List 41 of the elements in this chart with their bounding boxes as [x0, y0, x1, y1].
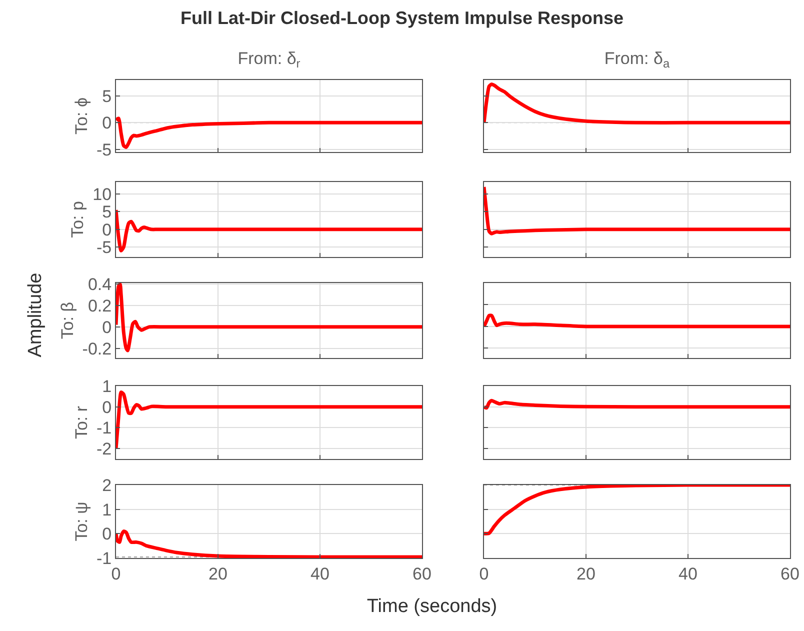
- y-tick-label: 0: [102, 220, 112, 240]
- y-tick-label: 1: [102, 500, 112, 520]
- y-tick-label: 0: [102, 398, 112, 417]
- y-tick-label: 1: [102, 376, 112, 396]
- y-axis-title: To: ψ: [72, 502, 92, 542]
- y-axis-title: To: p: [68, 201, 88, 238]
- x-tick-label: 40: [678, 564, 698, 584]
- line-series: [116, 283, 422, 352]
- line-series: [116, 529, 422, 558]
- y-axis-title: To: β: [58, 302, 77, 340]
- chart-title: From: δ$_{r}$: [238, 48, 300, 70]
- y-tick-label: 0: [102, 114, 112, 133]
- y-tick-label: -0.2: [82, 339, 112, 358]
- x-tick-label: 60: [412, 564, 432, 584]
- line-series: [116, 390, 422, 450]
- text: Full Lat-Dir Closed-Loop System Impulse Response: [179, 8, 625, 29]
- y-axis-title: To: r: [72, 406, 92, 440]
- x-tick-label: 20: [576, 564, 596, 584]
- y-tick-label: 0.2: [88, 296, 112, 316]
- x-tick-label: 20: [208, 564, 228, 584]
- text: Amplitude: [25, 272, 47, 358]
- y-tick-label: 0: [102, 524, 112, 544]
- chart-title: From: δ$_{a}$: [604, 48, 670, 70]
- y-tick-label: -1: [96, 548, 112, 568]
- y-tick-label: 5: [102, 202, 112, 222]
- y-tick-label: -1: [96, 418, 112, 438]
- y-tick-label: 0: [102, 318, 112, 337]
- x-tick-label: 0: [479, 564, 489, 584]
- line-series: [116, 116, 422, 149]
- y-tick-label: 5: [102, 86, 112, 106]
- y-tick-label: 10: [92, 184, 112, 204]
- x-tick-label: 60: [780, 564, 800, 584]
- text: Time (seconds): [366, 596, 498, 618]
- y-axis-title: To: ϕ: [72, 98, 92, 134]
- y-tick-label: 2: [102, 476, 112, 495]
- y-tick-label: -2: [96, 440, 112, 459]
- line-series: [116, 208, 422, 252]
- y-tick-label: 0.4: [88, 275, 112, 294]
- y-tick-label: -5: [96, 238, 112, 258]
- x-tick-label: 40: [310, 564, 330, 584]
- y-tick-label: -5: [96, 140, 112, 160]
